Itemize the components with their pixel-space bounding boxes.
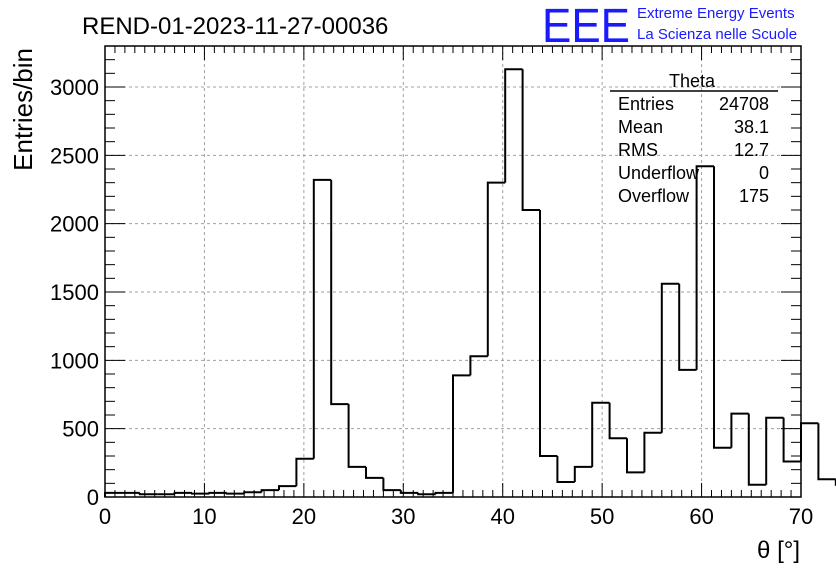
histogram-bin <box>225 492 245 495</box>
histogram-bin <box>191 492 210 495</box>
x-tick-labels: 0 10 20 30 40 50 60 70 <box>99 504 813 529</box>
histogram-bin <box>713 166 732 449</box>
stats-box: Theta Entries 24708 Mean 38.1 RMS 12.7 Underfl… <box>610 71 778 206</box>
histogram-bin <box>504 68 523 183</box>
eee-logo: EEE Extreme Energy Events La Scienza nel… <box>542 0 797 53</box>
histogram-bin <box>469 355 488 376</box>
stats-label: Overflow <box>618 186 690 206</box>
y-tick-labels: 0 500 1000 1500 2000 2500 3000 <box>50 75 99 510</box>
histogram-bin <box>417 492 436 496</box>
histogram-bin <box>591 401 610 467</box>
histogram-bin <box>330 179 349 406</box>
histogram-bin <box>347 404 366 468</box>
stats-title: Theta <box>669 71 716 91</box>
stats-value: 12.7 <box>734 140 769 160</box>
y-tick-label: 1500 <box>50 280 99 305</box>
histogram-bin <box>295 457 314 487</box>
stats-label: Entries <box>618 94 674 114</box>
stats-label: Underflow <box>618 163 700 183</box>
histogram-bin <box>782 417 801 463</box>
histogram-bin <box>730 412 749 448</box>
histogram-bin <box>747 413 767 486</box>
histogram-bin <box>626 438 645 474</box>
stats-value: 38.1 <box>734 117 769 137</box>
histogram-bin <box>486 181 506 357</box>
histogram-bin <box>556 456 575 483</box>
histogram-bin <box>643 431 662 473</box>
histogram-bin <box>521 69 540 211</box>
logo-line-1: Extreme Energy Events <box>637 5 795 22</box>
histogram-bin <box>278 485 297 491</box>
logo-line-2: La Scienza nelle Scuole <box>637 26 797 43</box>
histogram-bin <box>434 491 453 495</box>
histogram-bin <box>138 492 158 496</box>
histogram-bin <box>608 402 627 440</box>
histogram-bin <box>695 165 714 370</box>
y-axis-title: Entries/bin <box>8 48 38 171</box>
stats-label: RMS <box>618 140 658 160</box>
axis-ticks <box>104 45 802 498</box>
histogram-bin <box>573 465 593 482</box>
histogram-bin <box>365 466 384 479</box>
histogram-bin <box>539 210 558 457</box>
y-tick-label: 2500 <box>50 143 99 168</box>
stats-value: 24708 <box>719 94 769 114</box>
x-tick-label: 60 <box>689 504 713 529</box>
histogram-bin <box>452 374 471 493</box>
histogram-bin <box>660 282 680 433</box>
histogram-bin <box>678 283 697 371</box>
y-tick-label: 3000 <box>50 75 99 100</box>
y-tick-label: 2000 <box>50 212 99 237</box>
x-tick-label: 50 <box>590 504 614 529</box>
histogram-bin <box>765 416 784 485</box>
y-tick-label: 0 <box>87 485 99 510</box>
stats-rows: Entries 24708 Mean 38.1 RMS 12.7 Underflow 0 Ove… <box>618 94 769 206</box>
histogram-bin <box>399 490 419 494</box>
stats-value: 0 <box>759 163 769 183</box>
histogram-bin <box>260 489 279 493</box>
histogram-bin <box>312 178 332 459</box>
y-tick-label: 500 <box>62 417 99 442</box>
histogram-bin <box>208 491 227 494</box>
x-tick-label: 20 <box>292 504 316 529</box>
x-tick-label: 70 <box>789 504 813 529</box>
run-title: REND-01-2023-11-27-00036 <box>82 13 388 40</box>
x-tick-label: 40 <box>490 504 514 529</box>
y-tick-label: 1000 <box>50 348 99 373</box>
histogram-bin <box>817 423 836 481</box>
x-axis-title: θ [°] <box>757 537 800 564</box>
stats-value: 175 <box>739 186 769 206</box>
x-tick-label: 30 <box>391 504 415 529</box>
x-tick-label: 10 <box>192 504 216 529</box>
x-tick-label: 0 <box>99 504 111 529</box>
logo-text: EEE <box>542 0 630 53</box>
stats-label: Mean <box>618 117 663 137</box>
